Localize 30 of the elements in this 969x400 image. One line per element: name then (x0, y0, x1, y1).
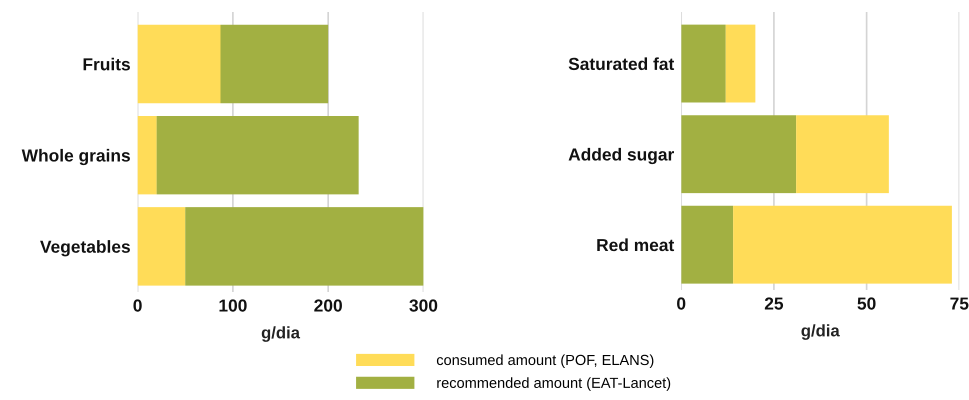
x-tick-label: 100 (219, 299, 247, 312)
bar (156, 116, 359, 194)
y-tick-label: Added sugar (568, 148, 674, 164)
x-tick-label: 200 (314, 299, 342, 312)
x-tick-label: 25 (764, 297, 784, 310)
y-tick-label: Fruits (84, 58, 130, 70)
bar (138, 207, 186, 286)
bar (796, 115, 889, 194)
bar (733, 206, 952, 284)
y-tick-label: Saturated fat (568, 57, 674, 70)
bar (681, 206, 734, 284)
x-tick-label: 0 (677, 297, 686, 310)
x-tick-label: 300 (409, 299, 438, 312)
legend-label: consumed amount (POF, ELANS) (436, 354, 654, 368)
bar (138, 24, 220, 104)
bar (681, 115, 796, 194)
x-axis-title: g/dia (802, 324, 840, 340)
y-tick-label: Whole grains (22, 148, 130, 166)
x-tick-label: 50 (857, 297, 876, 310)
legend-label: recommended amount (EAT-Lancet) (437, 377, 670, 391)
bar (138, 116, 157, 194)
x-tick-label: 75 (950, 298, 968, 310)
bar (220, 24, 328, 104)
y-tick-label: Vegetables (40, 240, 130, 256)
bar (726, 24, 756, 103)
x-axis-title: g/dia (262, 326, 300, 342)
bar (185, 207, 424, 286)
x-tick-label: 0 (133, 299, 142, 312)
bar (681, 24, 726, 103)
y-tick-label: Red meat (597, 238, 674, 252)
